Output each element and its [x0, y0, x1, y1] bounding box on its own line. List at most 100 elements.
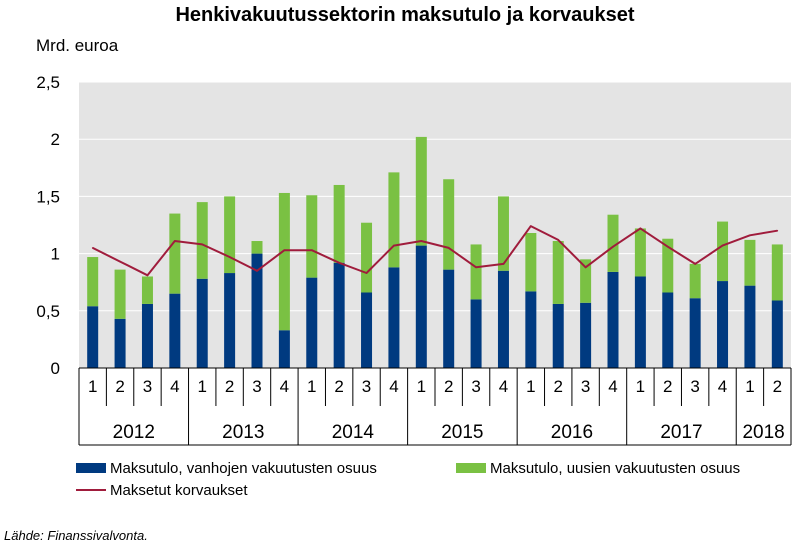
bar-old-policies	[525, 291, 537, 368]
bar-old-policies	[607, 271, 619, 368]
x-tick-label: 2	[553, 377, 562, 396]
x-year-label: 2012	[113, 422, 155, 443]
line-point	[365, 272, 368, 274]
line-point	[776, 229, 779, 232]
bar-old-policies	[361, 292, 373, 368]
line-point	[393, 244, 395, 247]
bar-new-policies	[470, 244, 482, 300]
bar-new-policies	[87, 257, 99, 307]
x-tick-label: 2	[663, 377, 672, 396]
bar-new-policies	[744, 239, 756, 286]
x-tick-label: 1	[636, 377, 645, 396]
bar-old-policies	[388, 267, 400, 368]
bar-old-policies	[224, 273, 236, 368]
x-tick-label: 3	[690, 377, 699, 396]
bar-old-policies	[470, 299, 482, 368]
bar-new-policies	[580, 259, 592, 303]
bar-new-policies	[169, 213, 181, 294]
bar-new-policies	[141, 276, 153, 304]
y-tick-label: 0	[51, 359, 60, 378]
bar-new-policies	[388, 172, 400, 268]
x-tick-label: 3	[252, 377, 261, 396]
legend-new-policies-swatch	[456, 463, 486, 473]
bar-new-policies	[497, 196, 509, 271]
y-tick-label: 1,5	[36, 187, 60, 206]
bar-new-policies	[771, 244, 783, 301]
line-point	[666, 245, 669, 248]
bar-old-policies	[114, 318, 126, 368]
bar-new-policies	[333, 184, 345, 263]
x-tick-label: 3	[143, 377, 152, 396]
bar-old-policies	[634, 276, 646, 368]
bar-old-policies	[415, 245, 427, 368]
line-point	[146, 274, 149, 277]
bar-new-policies	[196, 202, 208, 279]
legend-old-policies-label: Maksutulo, vanhojen vakuutusten osuus	[110, 460, 377, 477]
bar-new-policies	[251, 241, 263, 254]
bar-new-policies	[607, 214, 619, 272]
line-point	[694, 263, 696, 265]
line-point	[502, 263, 505, 265]
line-point	[338, 261, 340, 264]
x-tick-label: 1	[88, 377, 97, 396]
line-point	[447, 247, 450, 249]
line-point	[612, 245, 614, 248]
line-point	[201, 243, 204, 246]
source-note: Lähde: Finanssivalvonta.	[4, 528, 148, 543]
bar-new-policies	[415, 136, 427, 246]
bar-old-policies	[497, 270, 509, 368]
bar-old-policies	[717, 281, 729, 368]
bar-old-policies	[580, 302, 592, 368]
line-point	[557, 239, 560, 241]
x-tick-label: 4	[280, 377, 289, 396]
legend-claims-paid-label: Maksetut korvaukset	[110, 482, 248, 499]
bar-new-policies	[662, 238, 674, 293]
line-claims-paid	[92, 225, 778, 277]
x-tick-label: 3	[362, 377, 371, 396]
bar-old-policies	[251, 253, 263, 368]
bar-new-policies	[717, 221, 729, 282]
line-point	[639, 227, 642, 230]
y-tick-label: 2	[51, 130, 60, 149]
line-point	[420, 240, 423, 242]
x-year-label: 2013	[222, 422, 264, 443]
bar-old-policies	[552, 303, 564, 368]
bar-old-policies	[771, 300, 783, 368]
x-tick-label: 1	[745, 377, 754, 396]
x-tick-label: 4	[170, 377, 179, 396]
bar-new-policies	[443, 179, 455, 270]
x-tick-label: 2	[115, 377, 124, 396]
x-tick-label: 2	[334, 377, 343, 396]
x-tick-label: 3	[471, 377, 480, 396]
line-point	[721, 244, 724, 247]
x-tick-label: 2	[444, 377, 453, 396]
line-point	[174, 240, 176, 242]
bar-old-policies	[443, 269, 455, 368]
line-point	[584, 266, 587, 269]
x-year-label: 2016	[551, 422, 593, 443]
x-year-label: 2014	[332, 422, 375, 443]
y-tick-label: 2,5	[36, 73, 60, 92]
bar-new-policies	[634, 228, 646, 277]
x-tick-label: 4	[608, 377, 617, 396]
bar-new-policies	[689, 263, 701, 299]
line-point	[283, 249, 286, 251]
x-year-label: 2017	[660, 422, 702, 443]
x-tick-label: 1	[417, 377, 426, 396]
x-tick-label: 4	[389, 377, 398, 396]
legend-new-policies-label: Maksutulo, uusien vakuutusten osuus	[490, 460, 740, 477]
plot-area-background	[79, 82, 791, 368]
bar-new-policies	[552, 241, 564, 304]
line-point	[119, 260, 121, 263]
bar-old-policies	[306, 277, 318, 368]
x-tick-label: 1	[526, 377, 535, 396]
y-tick-label: 1	[51, 245, 60, 264]
line-point	[310, 249, 313, 251]
x-tick-label: 1	[307, 377, 316, 396]
bar-old-policies	[333, 262, 345, 368]
line-point	[475, 266, 477, 269]
line-point	[91, 247, 94, 249]
x-tick-label: 4	[499, 377, 508, 396]
x-year-label: 2018	[742, 422, 784, 443]
